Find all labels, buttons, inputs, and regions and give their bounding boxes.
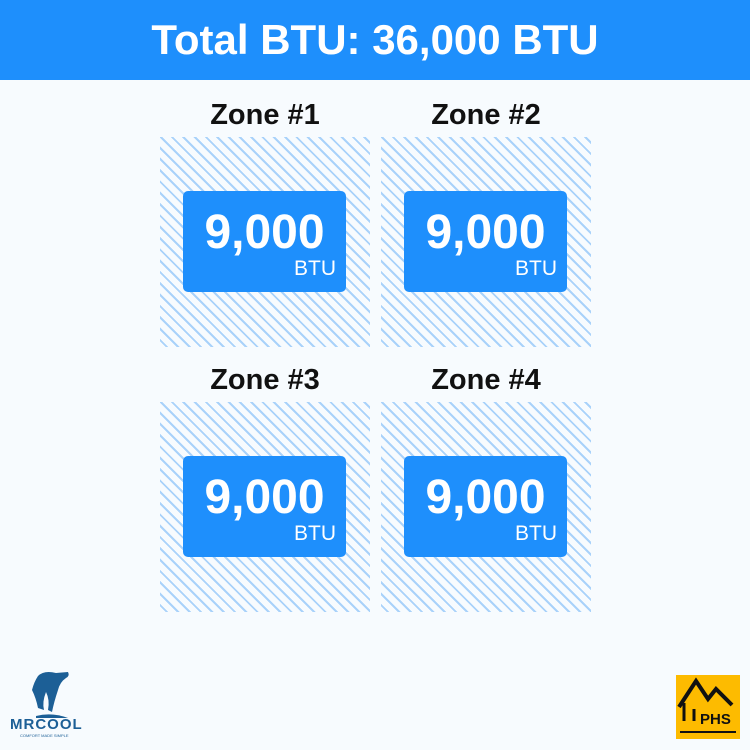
zone-4-panel: 9,000 BTU bbox=[381, 402, 591, 612]
zone-2-panel: 9,000 BTU bbox=[381, 137, 591, 347]
phs-wordmark: PHS bbox=[700, 711, 731, 728]
zone-2-value: 9,000 bbox=[425, 206, 546, 259]
zone-2-btu-card: 9,000 BTU bbox=[404, 191, 567, 292]
page-title: Total BTU: 36,000 BTU bbox=[151, 16, 599, 63]
zone-1-title: Zone #1 bbox=[210, 99, 320, 131]
zone-2-unit: BTU bbox=[515, 257, 557, 280]
polar-bear-icon bbox=[32, 672, 69, 718]
zone-1-panel: 9,000 BTU bbox=[160, 137, 370, 347]
mrcool-logo: MRCOOL COMFORT MADE SIMPLE bbox=[8, 668, 113, 738]
zone-3-panel: 9,000 BTU bbox=[160, 402, 370, 612]
phs-logo: PHS bbox=[676, 675, 740, 739]
zone-4-value: 9,000 bbox=[425, 471, 546, 524]
house-icon bbox=[677, 677, 736, 733]
zone-4-unit: BTU bbox=[515, 522, 557, 545]
total-btu-header: Total BTU: 36,000 BTU bbox=[0, 0, 750, 80]
zone-4-btu-card: 9,000 BTU bbox=[404, 456, 567, 557]
zone-1-value: 9,000 bbox=[204, 206, 325, 259]
mrcool-wordmark: MRCOOL bbox=[10, 716, 83, 733]
zone-2-title: Zone #2 bbox=[431, 99, 541, 131]
mrcool-tagline: COMFORT MADE SIMPLE bbox=[20, 733, 69, 738]
zone-3-btu-card: 9,000 BTU bbox=[183, 456, 346, 557]
zone-1-unit: BTU bbox=[294, 257, 336, 280]
zone-1-btu-card: 9,000 BTU bbox=[183, 191, 346, 292]
zone-3-title: Zone #3 bbox=[210, 364, 320, 396]
zone-3-unit: BTU bbox=[294, 522, 336, 545]
zone-3-value: 9,000 bbox=[204, 471, 325, 524]
zone-4-title: Zone #4 bbox=[431, 364, 541, 396]
